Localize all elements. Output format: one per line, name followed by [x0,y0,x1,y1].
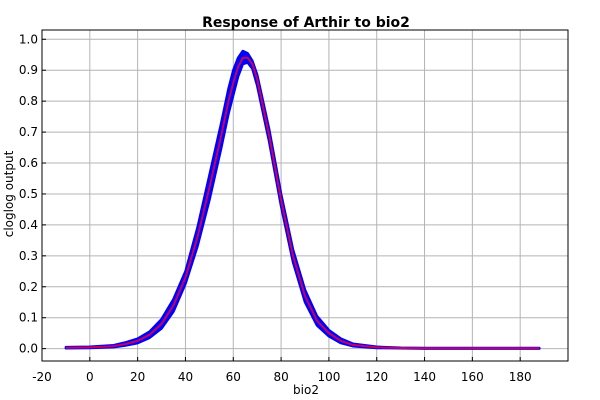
grid [41,30,568,361]
series-lines [65,56,540,350]
y-tick-label: 0.8 [19,94,38,108]
y-axis-label: cloglog output [2,150,16,237]
y-tick-label: 0.6 [19,156,38,170]
x-tick-label: 100 [317,370,340,384]
plot-frame [41,29,569,362]
x-tick-label: 160 [461,370,484,384]
x-tick-label: 40 [178,370,193,384]
series-line-mean [65,56,540,350]
y-tick-label: 1.0 [19,32,38,46]
x-axis-label: bio2 [293,383,319,397]
y-tick-label: 0.3 [19,249,38,263]
y-tick-label: 0.9 [19,63,38,77]
chart-title: Response of Arthir to bio2 [202,15,410,31]
x-tick-label: 80 [273,370,288,384]
x-tick-label: 0 [86,370,94,384]
x-tick-label: 120 [365,370,388,384]
x-tick-label: 20 [130,370,145,384]
y-tick-label: 0.0 [19,342,38,356]
y-tick-label: 0.2 [19,280,38,294]
axis-ticks: -20 0 20 40 60 80 100 120 140 160 180 0.0 0.1 0.2 0.3 0… [19,32,532,384]
x-tick-label: 60 [226,370,241,384]
x-tick-label: -20 [32,370,52,384]
x-tick-label: 180 [509,370,532,384]
y-tick-label: 0.5 [19,187,38,201]
y-tick-label: 0.4 [19,218,38,232]
y-tick-label: 0.1 [19,311,38,325]
x-tick-label: 140 [413,370,436,384]
y-tick-label: 0.7 [19,125,38,139]
